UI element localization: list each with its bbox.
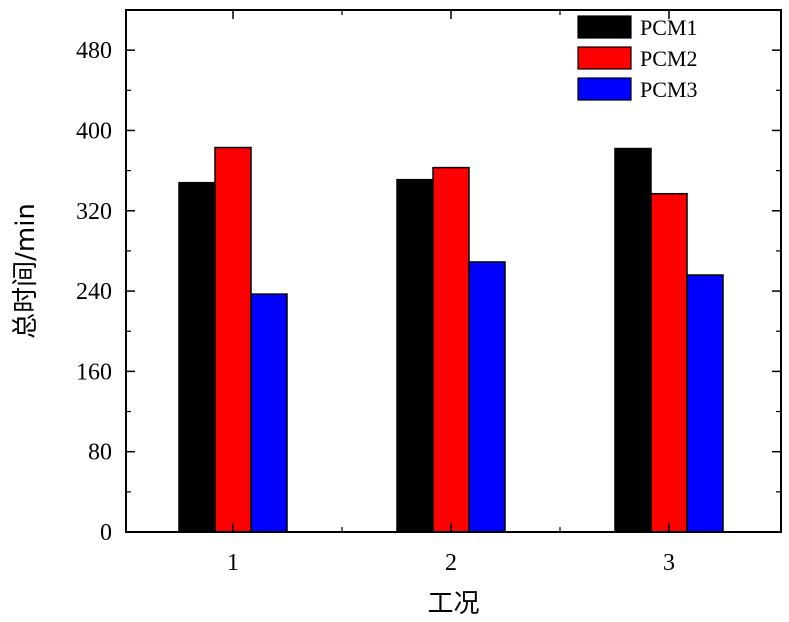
y-axis-title: 总时间/min (11, 203, 41, 339)
y-tick-label: 80 (88, 440, 112, 466)
legend-swatch-pcm3 (577, 77, 632, 101)
bar-pcm1-3 (614, 147, 652, 533)
bar-pcm1-2 (396, 178, 434, 533)
legend-label-pcm2: PCM2 (640, 46, 697, 71)
ticks-layer: 0 80 160 240 320 400 480 1 2 3 (76, 10, 781, 576)
legend: PCM1 PCM2 PCM3 (577, 15, 697, 102)
y-tick-label: 480 (76, 38, 112, 64)
legend-label-pcm3: PCM3 (640, 77, 697, 102)
bar-pcm2-1 (214, 146, 252, 533)
x-tick-label: 2 (445, 550, 457, 576)
y-tick-label: 320 (76, 199, 112, 225)
bar-pcm2-3 (650, 192, 688, 533)
x-tick-label: 3 (663, 550, 675, 576)
bars-layer (178, 146, 724, 533)
y-tick-label: 400 (76, 118, 112, 144)
legend-swatch-pcm1 (577, 15, 632, 39)
y-tick-label: 160 (76, 359, 112, 385)
legend-swatch-pcm2 (577, 46, 632, 70)
legend-label-pcm1: PCM1 (640, 15, 697, 40)
bar-pcm3-1 (250, 293, 288, 533)
bar-pcm3-2 (468, 261, 506, 533)
bar-pcm2-2 (432, 166, 470, 533)
plot-frame (125, 9, 782, 533)
bar-pcm3-3 (686, 274, 724, 533)
y-tick-label: 240 (76, 279, 112, 305)
y-tick-label: 0 (100, 520, 112, 546)
x-tick-label: 1 (227, 550, 239, 576)
x-axis-title: 工况 (427, 589, 479, 619)
bar-pcm1-1 (178, 181, 216, 533)
